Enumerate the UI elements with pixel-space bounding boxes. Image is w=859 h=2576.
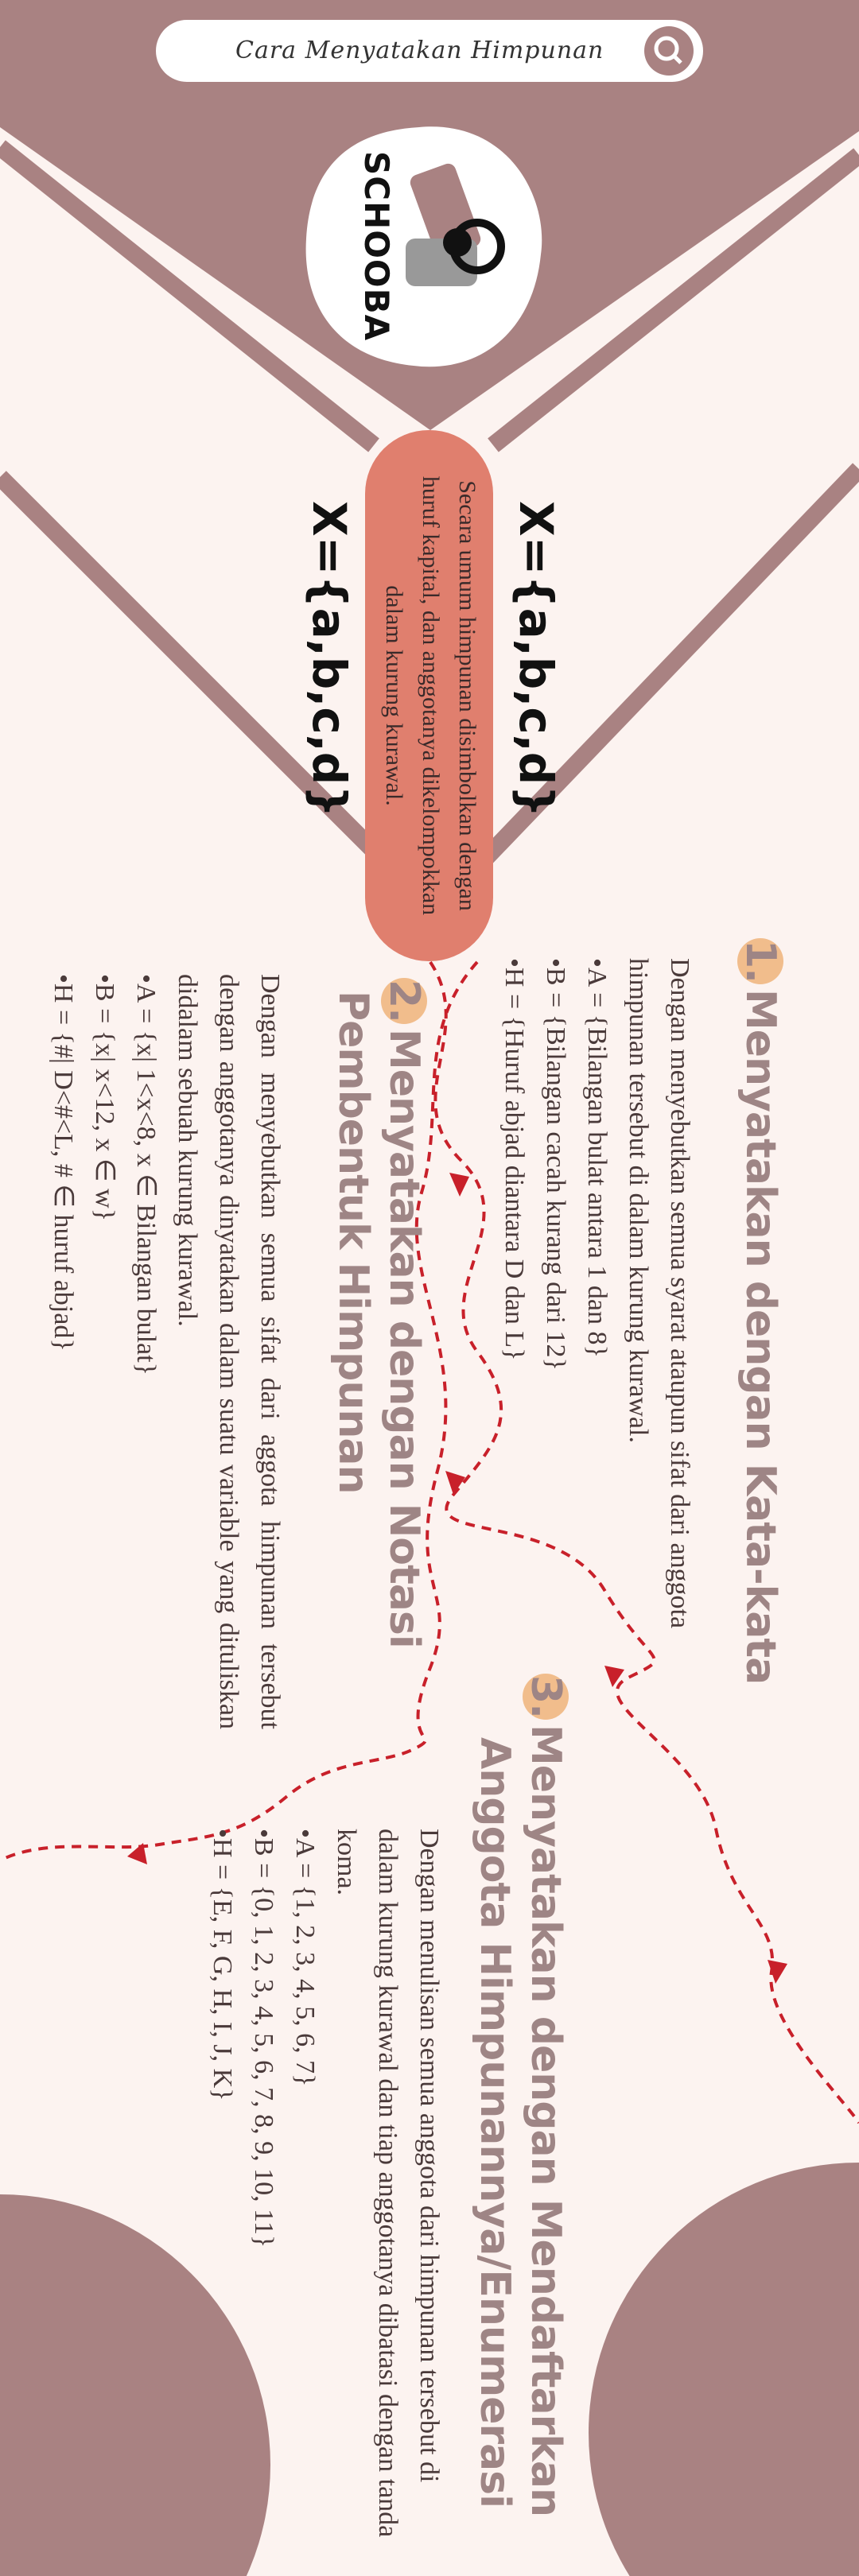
section-number: 2.: [380, 978, 428, 1024]
stripe: [479, 463, 859, 865]
formula: X={a,b,c,d}: [302, 501, 356, 818]
section-number: 3.: [522, 1674, 569, 1720]
search-icon[interactable]: [644, 26, 694, 76]
stripe: [0, 140, 379, 452]
section-body: Dengan menulisan semua anggota dari himp…: [201, 1829, 449, 2552]
section-body: Dengan menyebutkan semua syarat ataupun …: [493, 958, 700, 1674]
bullet: B = {x| x<12, x ∈ w}: [84, 974, 125, 1729]
section: 2. Menyatakan dengan Notasi Pembentuk Him…: [328, 978, 430, 1773]
section-body: Dengan menyebutkan semua sifat dari aggo…: [42, 974, 290, 1729]
brand: SCHOOBA: [357, 151, 396, 342]
bullet: A = {Bilangan bulat antara 1 dan 8}: [576, 958, 617, 1674]
section-title-text: Menyatakan dengan Kata-kata: [737, 989, 784, 1685]
section-title-text: Menyatakan dengan Notasi: [380, 1029, 428, 1648]
section: 1. Menyatakan dengan Kata-kata: [735, 938, 786, 1733]
section-title-text: Anggota Himpunannya/Enumerasi: [471, 1737, 519, 2508]
bullet: B = {Bilangan cacah kurang dari 12}: [534, 958, 576, 1674]
bullet: H = {Huruf abjad diantara D dan L}: [493, 958, 534, 1674]
paragraph: Dengan menyebutkan semua sifat dari aggo…: [173, 974, 285, 1729]
section-title: 3.Menyatakan dengan Mendaftarkan: [520, 1674, 571, 2564]
paragraph: Dengan menulisan semua anggota dari himp…: [332, 1829, 444, 2538]
intro-pill: [365, 430, 493, 961]
stripe: [488, 148, 859, 452]
section: 3.Menyatakan dengan Mendaftarkan Anggota…: [469, 1674, 571, 2564]
search-text: Cara Menyatakan Himpunan: [235, 37, 604, 64]
bullet: A = {x| 1<x<8, x ∈ Bilangan bulat}: [125, 974, 166, 1729]
search-bar[interactable]: Cara Menyatakan Himpunan: [156, 20, 703, 82]
corner-blob: [589, 2163, 859, 2576]
section-number: 1.: [737, 938, 784, 984]
section-title-text: Pembentuk Himpunan: [329, 991, 377, 1494]
section-title: 2. Menyatakan dengan Notasi: [379, 978, 430, 1773]
formula: X={a,b,c,d}: [509, 501, 563, 818]
section-title-text: Menyatakan dengan Mendaftarkan: [522, 1724, 569, 2516]
paragraph: Dengan menyebutkan semua syarat ataupun …: [624, 958, 694, 1629]
bullet: B = {0, 1, 2, 3, 4, 5, 6, 7, 8, 9, 10, 1…: [243, 1829, 284, 2552]
logo-icon: [406, 163, 505, 286]
bullet: H = {#| D<#<L, # ∈ huruf abjad}: [42, 974, 84, 1729]
stripe: [0, 471, 384, 861]
intro-text: Secara umum himpunan disimbolkan dengan …: [381, 475, 480, 916]
bullet: A = {1, 2, 3, 4, 5, 6, 7}: [284, 1829, 325, 2552]
bullet: H = {E, F, G, H, I, J, K}: [201, 1829, 243, 2552]
section-title: 1. Menyatakan dengan Kata-kata: [735, 938, 786, 1733]
